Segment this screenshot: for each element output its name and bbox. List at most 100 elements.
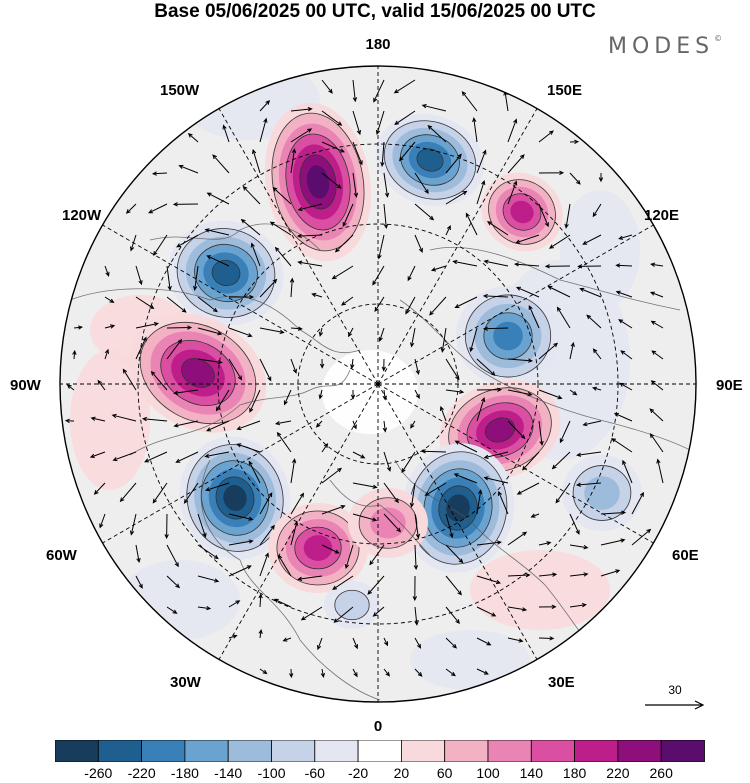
wind-arrow (631, 528, 652, 546)
wind-reference-label: 30 (668, 683, 682, 697)
wind-arrow (600, 510, 627, 515)
wind-arrow (454, 440, 478, 453)
wind-arrow (445, 606, 460, 624)
colorbar-tick-label: -140 (214, 765, 243, 781)
wind-arrow (135, 322, 160, 329)
wind-arrow (551, 451, 571, 470)
colorbar-swatch (141, 740, 186, 762)
wind-arrow (290, 326, 303, 331)
wind-arrow (104, 265, 110, 277)
wind-arrow (297, 203, 323, 212)
wind-arrow (372, 606, 385, 617)
wind-arrow (135, 265, 143, 286)
wind-arrow (352, 79, 358, 103)
wind-arrow (507, 358, 534, 363)
wind-arrow (97, 379, 106, 391)
wind-arrow (248, 460, 261, 484)
colorbar-tick-label: -100 (257, 765, 286, 781)
colorbar-tick-label: 20 (393, 765, 410, 781)
wind-arrow (334, 234, 354, 253)
colorbar-swatch (660, 740, 705, 762)
wind-arrow (476, 149, 487, 174)
wind-arrow (104, 324, 116, 329)
wind-arrow (151, 171, 168, 176)
colorbar-tick-label: 140 (519, 765, 543, 781)
wind-arrow (482, 326, 509, 331)
wind-arrow (538, 203, 549, 228)
wind-arrow (476, 180, 486, 205)
wind-arrow (592, 203, 602, 218)
wind-arrow (413, 544, 419, 571)
wind-arrow (377, 234, 385, 260)
colorbar-tick-label: -220 (127, 765, 156, 781)
wind-arrow (352, 668, 358, 678)
wind-arrow (414, 172, 429, 195)
wind-arrow (212, 154, 230, 174)
meridian-line (377, 108, 538, 385)
wind-arrow (380, 141, 385, 168)
wind-arrow (427, 125, 447, 143)
wind-arrow (414, 234, 423, 253)
wind-arrow (649, 433, 664, 453)
anomaly-center-9 (401, 443, 515, 573)
wind-arrow (240, 218, 261, 236)
colorbar-swatch (97, 740, 142, 762)
wind-arrow (296, 233, 323, 239)
wind-arrow (476, 489, 483, 515)
wind-arrow (564, 203, 571, 229)
wind-arrow (538, 636, 555, 641)
wind-arrow (538, 541, 552, 546)
wind-arrow (651, 350, 664, 360)
wind-arrow (445, 544, 464, 564)
wind-arrow (228, 539, 254, 546)
wind-arrow (321, 172, 342, 189)
wind-arrow (382, 420, 388, 433)
wind-arrow (90, 416, 106, 422)
wind-arrow (135, 575, 143, 589)
wind-arrow (178, 164, 199, 174)
wind-arrow (476, 358, 496, 376)
wind-arrow (321, 443, 329, 453)
wind-arrow (259, 278, 278, 298)
wind-arrow (99, 513, 106, 529)
wind-arrow (318, 327, 324, 337)
wind-arrow (352, 172, 359, 198)
wind-arrow (290, 148, 297, 174)
wind-arrow (204, 451, 230, 458)
wind-arrow (89, 451, 106, 458)
wind-arrow (611, 438, 633, 453)
wind-arrow (259, 100, 271, 112)
wind-arrow (486, 221, 509, 236)
wind-arrow (273, 598, 292, 608)
wind-arrow (374, 296, 385, 312)
wind-arrow (176, 234, 199, 248)
wind-arrow (538, 572, 558, 577)
wind-arrow (135, 296, 155, 310)
brand-logo: MODES© (608, 34, 722, 59)
colorbar-tick-label: 220 (606, 765, 630, 781)
wind-arrow (129, 513, 137, 536)
wind-arrow (476, 540, 502, 546)
wind-arrow (569, 139, 580, 145)
meridian-line (377, 383, 538, 660)
colorbar-swatch (357, 740, 402, 762)
wind-arrow (598, 173, 604, 183)
wind-arrow (394, 110, 416, 126)
wind-arrow (375, 110, 385, 135)
wind-arrow (204, 228, 230, 236)
anomaly-center-8 (562, 455, 642, 531)
wind-arrow (445, 637, 458, 649)
wind-arrow (569, 572, 589, 577)
wind-arrow (515, 234, 540, 244)
wind-arrow (197, 513, 207, 538)
lon-label-30e: 30E (548, 674, 575, 691)
wind-arrow (175, 451, 199, 463)
wind-arrow (507, 606, 528, 612)
wind-arrow (445, 389, 465, 394)
anomaly-center-4 (168, 220, 284, 326)
wind-arrow (454, 296, 478, 308)
wind-arrow (104, 296, 115, 304)
wind-arrow (507, 180, 518, 205)
wind-arrow (538, 389, 563, 400)
wind-arrow (274, 420, 292, 426)
